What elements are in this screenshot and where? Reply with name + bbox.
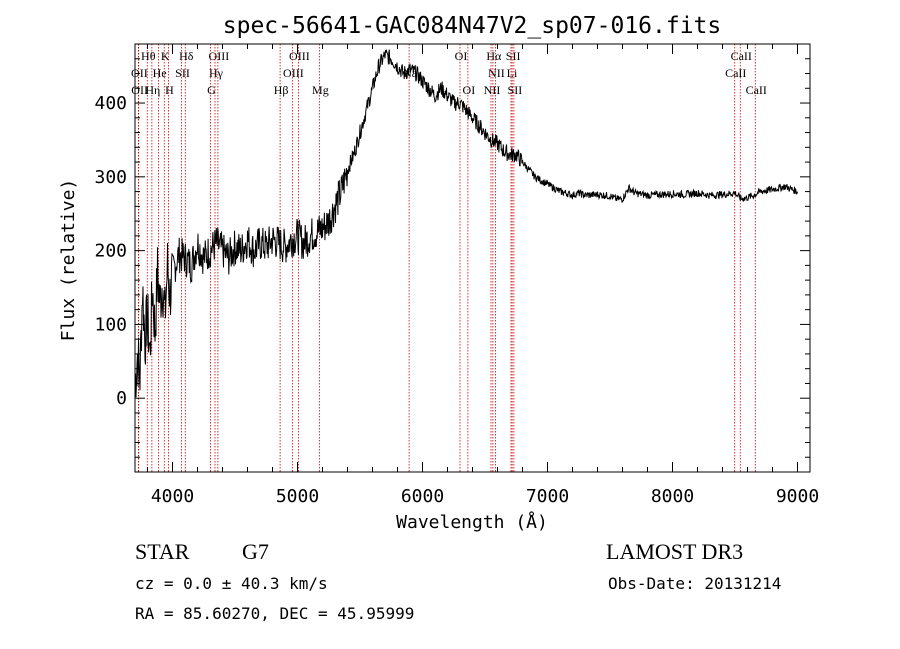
y-tick-label: 300 [94,167,127,188]
spectral-line-label: K [161,49,170,63]
chart-title: spec-56641-GAC084N47V2_sp07-016.fits [223,13,722,39]
x-tick-label: 9000 [776,486,819,507]
spectral-line-label: H [165,83,174,97]
x-tick-label: 6000 [401,486,444,507]
spectral-line-label: OI [455,49,468,63]
x-axis-title: Wavelength (Å) [396,511,548,533]
y-tick-label: 200 [94,241,127,262]
spectral-line-label: Mg [312,83,329,97]
observation-date: Obs-Date: 20131214 [608,574,781,593]
spectral-line-label: CaII [731,49,752,63]
spectral-line-label: Hβ [274,83,289,97]
spectral-line-label: NII [488,66,505,80]
x-tick-label: 8000 [651,486,694,507]
spectral-line-label: He [153,66,167,80]
redshift-info: cz = 0.0 ± 40.3 km/s [135,574,328,593]
x-tick-label: 7000 [526,486,569,507]
y-tick-label: 400 [94,93,127,114]
spectral-line-label: SII [506,49,521,63]
x-axis-ticks: 4000 5000 6000 7000 8000 9000 [147,44,819,507]
x-tick-label: 4000 [151,486,194,507]
y-tick-label: 0 [116,388,127,409]
spectral-line-label: SII [508,83,523,97]
survey-name: LAMOST DR3 [606,539,743,564]
coordinates-info: RA = 85.60270, DEC = 45.95999 [135,604,414,623]
spectral-line-label: OIII [289,49,310,63]
spectral-line-label: Li [507,66,518,80]
y-axis-ticks: 0 100 200 300 400 [94,58,810,458]
y-axis-title: Flux (relative) [58,179,79,342]
flux-line [134,48,798,398]
spectral-line-label: CaII [746,83,767,97]
object-class: STAR [135,539,190,564]
spectral-line-label: Hθ [141,49,156,63]
spectral-line-label: OIII [283,66,304,80]
object-subclass: G7 [242,539,269,564]
spectral-line-label: NII [484,83,501,97]
spectral-line-label: Hη [145,83,160,97]
spectral-line-label: Hα [486,49,502,63]
spectral-line-label: G [207,83,216,97]
flux-series [134,48,798,398]
y-tick-label: 100 [94,314,127,335]
spectral-line-label: OIII [209,49,230,63]
spectral-line-label: Hδ [179,49,194,63]
x-tick-label: 5000 [276,486,319,507]
spectral-line-label: OII [131,66,148,80]
spectral-line-markers: Hθ K Hδ OIII OIII OI Hα SII CaII OII He SII Hγ OIII NI… [131,44,767,472]
spectral-line-label: Hγ [209,66,224,80]
spectral-line-label: CaII [725,66,746,80]
spectral-line-label: OI [463,83,476,97]
spectral-line-label: SII [175,66,190,80]
